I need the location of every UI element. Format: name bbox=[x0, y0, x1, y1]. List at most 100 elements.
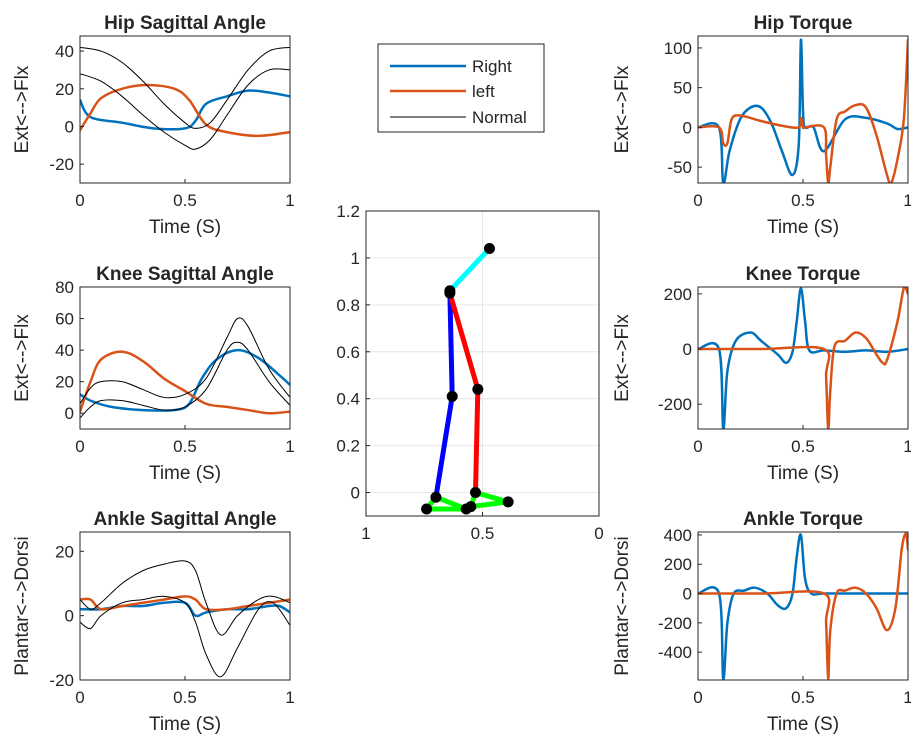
stick-figure-joint-4 bbox=[472, 383, 484, 395]
ankle-angle-plot-area bbox=[80, 532, 290, 680]
hip-angle-plot-area bbox=[80, 36, 290, 183]
hip-torque-ytick-label-1: 0 bbox=[683, 118, 692, 137]
ankle-torque-title: Ankle Torque bbox=[743, 509, 863, 530]
hip-angle-ytick-label-0: -20 bbox=[49, 155, 74, 174]
knee-torque-ytick-label-1: 0 bbox=[683, 340, 692, 359]
ankle-torque-ytick-label-1: -200 bbox=[658, 614, 692, 633]
legend: Right left Normal bbox=[377, 43, 545, 133]
stick-figure-joint-10 bbox=[465, 501, 477, 513]
hip-torque-title: Hip Torque bbox=[754, 13, 853, 34]
knee-angle-ytick-label-2: 40 bbox=[55, 341, 74, 360]
hip-torque-ytick-label-3: 100 bbox=[664, 39, 692, 58]
knee-angle-xtick-label-0: 0 bbox=[75, 437, 84, 456]
legend-label-right: Right bbox=[472, 57, 512, 76]
ankle-angle-xlabel: Time (S) bbox=[149, 714, 221, 735]
stick-figure-ytick-label-1: 0.2 bbox=[336, 437, 360, 456]
stick-figure-joint-2 bbox=[444, 287, 456, 299]
knee-torque-xtick-label-2: 1 bbox=[903, 437, 911, 456]
ankle-angle-ytick-label-1: 0 bbox=[65, 607, 74, 626]
stick-figure-ytick-label-2: 0.4 bbox=[336, 390, 360, 409]
stick-figure-joint-9 bbox=[502, 496, 514, 508]
knee-torque-series-left-1 bbox=[698, 287, 908, 429]
hip-angle-ylabel: Ext<-->Flx bbox=[12, 65, 33, 153]
stick-figure-joint-8 bbox=[470, 487, 482, 499]
hip-torque-series-left-1 bbox=[698, 38, 908, 183]
hip-torque-xtick-label-1: 0.5 bbox=[791, 191, 815, 210]
hip-torque-marks bbox=[698, 38, 908, 183]
knee-angle-series-normal-2 bbox=[80, 317, 290, 405]
knee-torque-xtick-label-0: 0 bbox=[693, 437, 702, 456]
hip-angle-xlabel: Time (S) bbox=[149, 217, 221, 238]
stick-figure-ytick-label-4: 0.8 bbox=[336, 296, 360, 315]
hip-angle-ytick-label-1: 0 bbox=[65, 117, 74, 136]
ankle-angle-xtick-label-1: 0.5 bbox=[173, 688, 197, 707]
knee-torque-ytick-label-0: -200 bbox=[658, 395, 692, 414]
knee-angle-title: Knee Sagittal Angle bbox=[96, 264, 274, 285]
ankle-torque-xtick-label-2: 1 bbox=[903, 688, 911, 707]
ankle-angle-xtick-label-0: 0 bbox=[75, 688, 84, 707]
stick-figure-ytick-label-0: 0 bbox=[351, 484, 360, 503]
ankle-angle-xtick-label-2: 1 bbox=[285, 688, 294, 707]
stick-figure-xtick-label-1: 0.5 bbox=[471, 524, 495, 543]
stick-figure-right-thigh bbox=[447, 290, 455, 399]
hip-angle-ytick-label-3: 40 bbox=[55, 42, 74, 61]
hip-torque-ytick-label-0: -50 bbox=[667, 158, 692, 177]
knee-torque-marks bbox=[698, 287, 908, 429]
knee-angle-marks bbox=[80, 317, 290, 419]
stick-figure-joint-5 bbox=[430, 491, 442, 503]
ankle-torque-xlabel: Time (S) bbox=[767, 714, 839, 735]
hip-angle-xtick-label-2: 1 bbox=[285, 191, 294, 210]
ankle-torque-series-right-0 bbox=[698, 533, 908, 680]
hip-angle-xtick-label-1: 0.5 bbox=[173, 191, 197, 210]
ankle-torque-ytick-label-0: -400 bbox=[658, 643, 692, 662]
hip-angle-series-normal-3 bbox=[80, 68, 290, 150]
ankle-torque-panel: 0 0.5 1 -400 -200 0 200 400 Ankle Torque Time (S)… bbox=[612, 509, 911, 735]
hip-torque-ylabel: Ext<-->Flx bbox=[612, 65, 633, 153]
hip-torque-xtick-label-2: 1 bbox=[903, 191, 911, 210]
ankle-torque-xtick-label-1: 0.5 bbox=[791, 688, 815, 707]
hip-torque-xlabel: Time (S) bbox=[767, 217, 839, 238]
knee-angle-panel: 0 0.5 1 0 20 40 60 80 Knee Sagittal Angle Time (S… bbox=[12, 264, 295, 484]
knee-angle-series-normal-3 bbox=[80, 341, 290, 419]
hip-angle-title: Hip Sagittal Angle bbox=[104, 13, 266, 34]
hip-angle-series-right-0 bbox=[80, 89, 290, 131]
knee-torque-panel: 0 0.5 1 -200 0 200 Knee Torque Time (S) Ext<-->F… bbox=[612, 264, 911, 484]
knee-angle-series-right-0 bbox=[80, 348, 290, 412]
knee-torque-xtick-label-1: 0.5 bbox=[791, 437, 815, 456]
ankle-torque-ytick-label-2: 0 bbox=[683, 585, 692, 604]
ankle-angle-ylabel: Plantar<-->Dorsi bbox=[12, 536, 33, 675]
stick-figure-ytick-label-3: 0.6 bbox=[336, 343, 360, 362]
hip-angle-marks bbox=[80, 46, 290, 150]
stick-figure-ytick-label-5: 1 bbox=[351, 249, 360, 268]
ankle-angle-ytick-label-2: 20 bbox=[55, 542, 74, 561]
ankle-torque-ylabel: Plantar<-->Dorsi bbox=[612, 536, 633, 675]
knee-torque-ylabel: Ext<-->Flx bbox=[612, 314, 633, 402]
ankle-torque-xtick-label-0: 0 bbox=[693, 688, 702, 707]
ankle-angle-series-normal-3 bbox=[80, 595, 290, 678]
hip-torque-ytick-label-2: 50 bbox=[673, 79, 692, 98]
stick-figure-panel: 1 0.5 0 0 0.2 0.4 0.6 0.8 1 1.2 bbox=[336, 202, 603, 543]
hip-torque-series-right-0 bbox=[698, 38, 908, 183]
knee-angle-ylabel: Ext<-->Flx bbox=[12, 314, 33, 402]
knee-angle-xlabel: Time (S) bbox=[149, 463, 221, 484]
hip-angle-series-left-1 bbox=[80, 83, 290, 138]
knee-angle-ytick-label-4: 80 bbox=[55, 278, 74, 297]
legend-label-left: left bbox=[472, 82, 495, 101]
stick-figure-left-shank bbox=[473, 386, 481, 496]
ankle-angle-series-normal-2 bbox=[80, 560, 290, 636]
knee-angle-plot-area bbox=[80, 287, 290, 429]
ankle-angle-marks bbox=[80, 560, 290, 678]
legend-label-normal: Normal bbox=[472, 108, 527, 127]
knee-angle-ytick-label-0: 0 bbox=[65, 404, 74, 423]
knee-angle-xtick-label-1: 0.5 bbox=[173, 437, 197, 456]
knee-angle-ytick-label-1: 20 bbox=[55, 373, 74, 392]
knee-torque-ytick-label-2: 200 bbox=[664, 285, 692, 304]
stick-figure-right-foot bbox=[424, 494, 469, 512]
stick-figure-marks bbox=[421, 243, 514, 515]
knee-angle-ytick-label-3: 60 bbox=[55, 310, 74, 329]
hip-torque-xtick-label-0: 0 bbox=[693, 191, 702, 210]
